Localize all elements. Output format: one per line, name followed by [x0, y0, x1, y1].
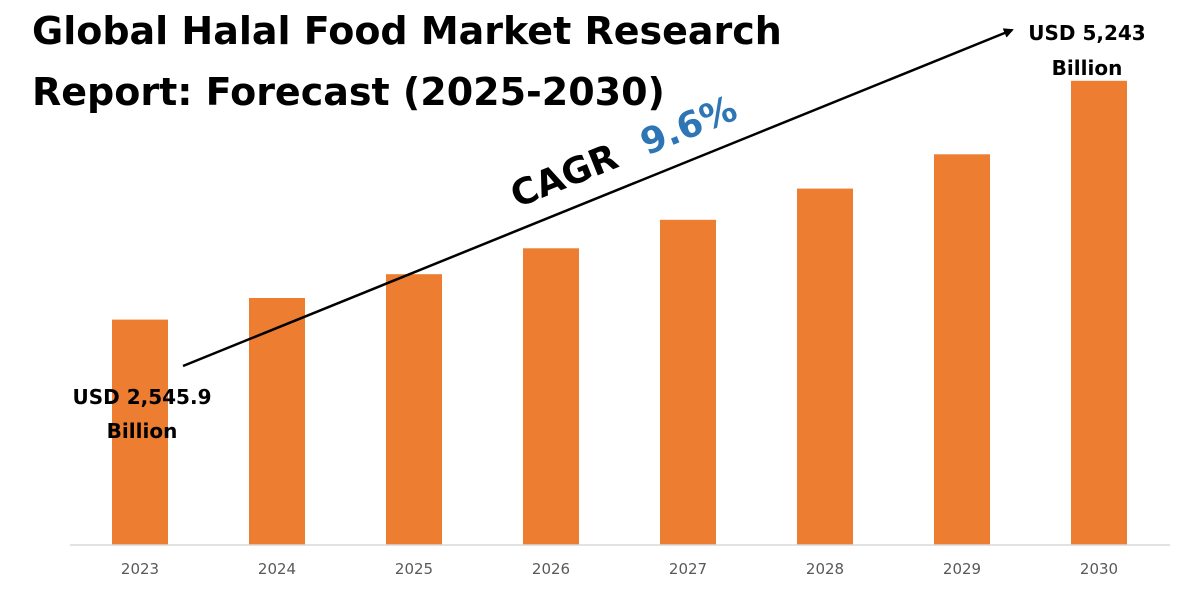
cagr-trend-arrow: [182, 28, 1014, 368]
end-value-callout-line-1: USD 5,243: [1028, 21, 1145, 45]
x-axis-ticks: 2023 2024 2025 2026 2027 2028 2029 2030: [121, 560, 1118, 578]
x-tick-label-2023: 2023: [121, 560, 159, 578]
x-tick-label-2028: 2028: [806, 560, 844, 578]
bar-2030: [1071, 80, 1127, 546]
x-tick-label-2024: 2024: [258, 560, 296, 578]
x-tick-label-2027: 2027: [669, 560, 707, 578]
bar-2028: [797, 188, 853, 545]
x-tick-label-2026: 2026: [532, 560, 570, 578]
end-value-callout-line-2: Billion: [1052, 56, 1123, 80]
bar-2026: [523, 248, 579, 546]
x-tick-label-2029: 2029: [943, 560, 981, 578]
chart-title-line-1: Global Halal Food Market Research: [32, 9, 782, 53]
bar-2029: [934, 154, 990, 546]
x-tick-label-2025: 2025: [395, 560, 433, 578]
bar-2024: [249, 298, 305, 545]
cagr-label: CAGR: [505, 137, 624, 217]
bar-2027: [660, 219, 716, 546]
bar-2025: [386, 274, 442, 545]
chart-title-line-2: Report: Forecast (2025-2030): [32, 70, 665, 114]
start-value-callout-line-1: USD 2,545.9: [73, 385, 212, 409]
x-tick-label-2030: 2030: [1080, 560, 1118, 578]
start-value-callout-line-2: Billion: [107, 419, 178, 443]
bars-group: [112, 80, 1127, 546]
bar-2023: [112, 319, 168, 545]
